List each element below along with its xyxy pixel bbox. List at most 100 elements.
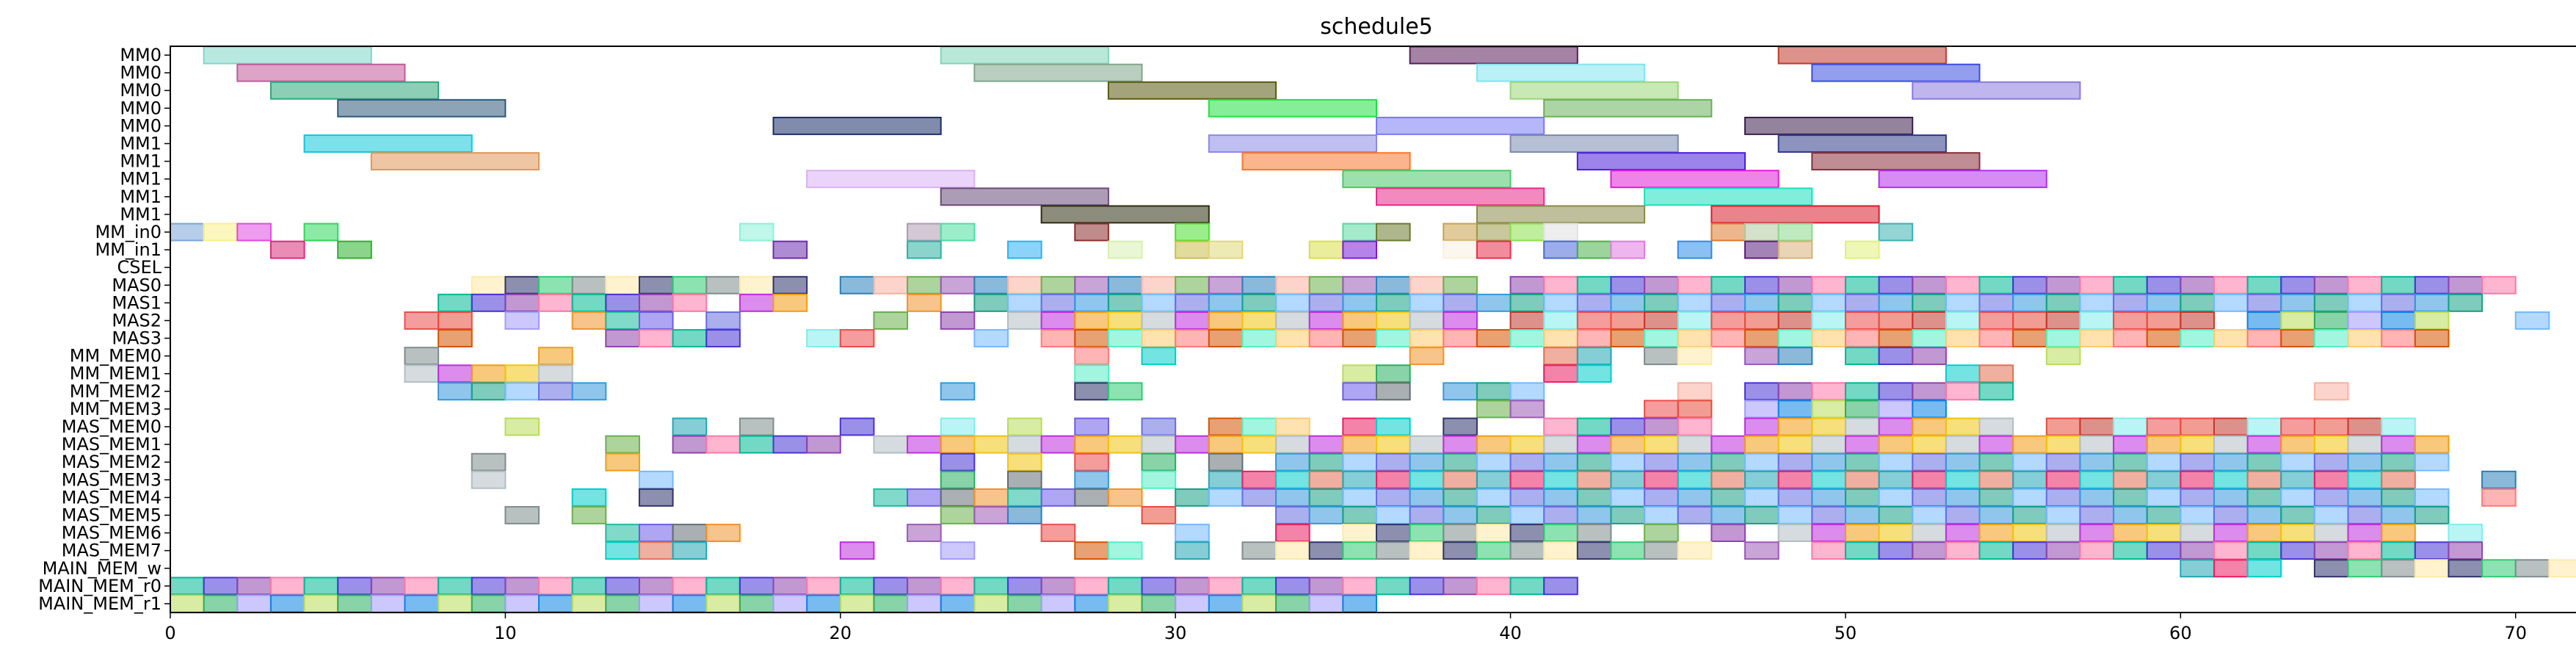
- task-bar: [973, 594, 1009, 613]
- task-bar: [1644, 275, 1679, 295]
- task-bar: [1844, 417, 1880, 436]
- task-bar: [873, 594, 909, 613]
- task-bar: [1275, 488, 1310, 507]
- task-bar: [1376, 311, 1411, 330]
- task-bar: [1476, 293, 1512, 312]
- task-bar: [1576, 435, 1612, 454]
- task-bar: [1074, 382, 1109, 401]
- task-bar: [1978, 329, 2014, 347]
- task-bar: [1376, 577, 1411, 596]
- task-bar: [638, 488, 674, 507]
- task-bar: [1409, 524, 1445, 543]
- task-bar: [1275, 452, 1310, 472]
- task-bar: [1141, 435, 1177, 454]
- task-bar: [2246, 559, 2282, 578]
- task-bar: [1744, 417, 1779, 436]
- task-bar: [2045, 452, 2081, 472]
- task-bar: [1945, 506, 1981, 524]
- task-bar: [2414, 541, 2450, 560]
- task-bar: [2448, 541, 2484, 560]
- task-bar: [1543, 541, 1578, 560]
- task-bar: [1677, 506, 1713, 524]
- task-bar: [672, 524, 708, 543]
- task-bar: [2246, 541, 2282, 560]
- task-bar: [1744, 435, 1779, 454]
- task-bar: [873, 488, 909, 507]
- task-bar: [571, 594, 607, 613]
- task-bar: [538, 382, 573, 401]
- task-bar: [1978, 417, 2014, 436]
- task-bar: [2146, 275, 2182, 295]
- task-bar: [2180, 435, 2215, 454]
- bars-layer: [170, 46, 2576, 613]
- task-bar: [2313, 452, 2349, 472]
- task-bar: [1978, 524, 2014, 543]
- task-bar: [1912, 435, 1947, 454]
- task-bar: [404, 311, 440, 330]
- task-bar: [605, 452, 640, 472]
- task-bar: [404, 577, 440, 596]
- task-bar: [1342, 506, 1377, 524]
- task-bar: [2012, 329, 2047, 347]
- task-bar: [2012, 311, 2047, 330]
- task-bar: [1576, 329, 1612, 347]
- task-bar: [1610, 506, 1646, 524]
- task-bar: [1074, 435, 1109, 454]
- task-bar: [1342, 541, 1377, 560]
- task-bar: [1543, 240, 1578, 259]
- x-tick-label: 0: [164, 623, 175, 643]
- task-bar: [2213, 488, 2249, 507]
- task-bar: [1912, 81, 2081, 100]
- task-bar: [672, 435, 708, 454]
- task-bar: [1409, 329, 1445, 347]
- task-bar: [772, 577, 808, 596]
- task-bar: [2213, 470, 2249, 489]
- task-bar: [1811, 63, 1981, 82]
- task-bar: [839, 577, 875, 596]
- task-bar: [1275, 541, 1310, 560]
- task-bar: [1644, 452, 1679, 472]
- task-bar: [2113, 488, 2148, 507]
- task-bar: [1811, 275, 1846, 295]
- task-bar: [1275, 293, 1310, 312]
- task-bar: [1342, 311, 1377, 330]
- y-tick-label: MM0: [120, 45, 162, 65]
- task-bar: [806, 435, 841, 454]
- task-bar: [1141, 577, 1177, 596]
- task-bar: [2146, 524, 2182, 543]
- task-bar: [1342, 488, 1377, 507]
- task-bar: [1241, 488, 1277, 507]
- task-bar: [638, 541, 674, 560]
- task-bar: [1476, 577, 1512, 596]
- task-bar: [638, 329, 674, 347]
- task-bar: [2280, 293, 2315, 312]
- task-bar: [1677, 382, 1713, 401]
- task-bar: [2414, 559, 2450, 578]
- task-bar: [2113, 524, 2148, 543]
- task-bar: [1878, 470, 1914, 489]
- task-bar: [1945, 275, 1981, 295]
- task-bar: [1342, 435, 1377, 454]
- task-bar: [2180, 559, 2215, 578]
- task-bar: [1878, 400, 1914, 419]
- task-bar: [1107, 275, 1143, 295]
- task-bar: [438, 293, 473, 312]
- task-bar: [1744, 240, 1779, 259]
- task-bar: [1777, 293, 1813, 312]
- task-bar: [2146, 417, 2182, 436]
- task-bar: [1040, 329, 1076, 347]
- task-bar: [1443, 293, 1478, 312]
- task-bar: [2180, 275, 2215, 295]
- task-bar: [2347, 311, 2383, 330]
- y-tick-label: MAS_MEM5: [62, 505, 162, 525]
- task-bar: [2347, 470, 2383, 489]
- task-bar: [1677, 488, 1713, 507]
- task-bar: [605, 594, 640, 613]
- task-bar: [2045, 488, 2081, 507]
- task-bar: [1710, 506, 1746, 524]
- task-bar: [1241, 293, 1277, 312]
- task-bar: [1543, 293, 1578, 312]
- task-bar: [1744, 329, 1779, 347]
- task-bar: [1175, 435, 1210, 454]
- task-bar: [1610, 541, 1646, 560]
